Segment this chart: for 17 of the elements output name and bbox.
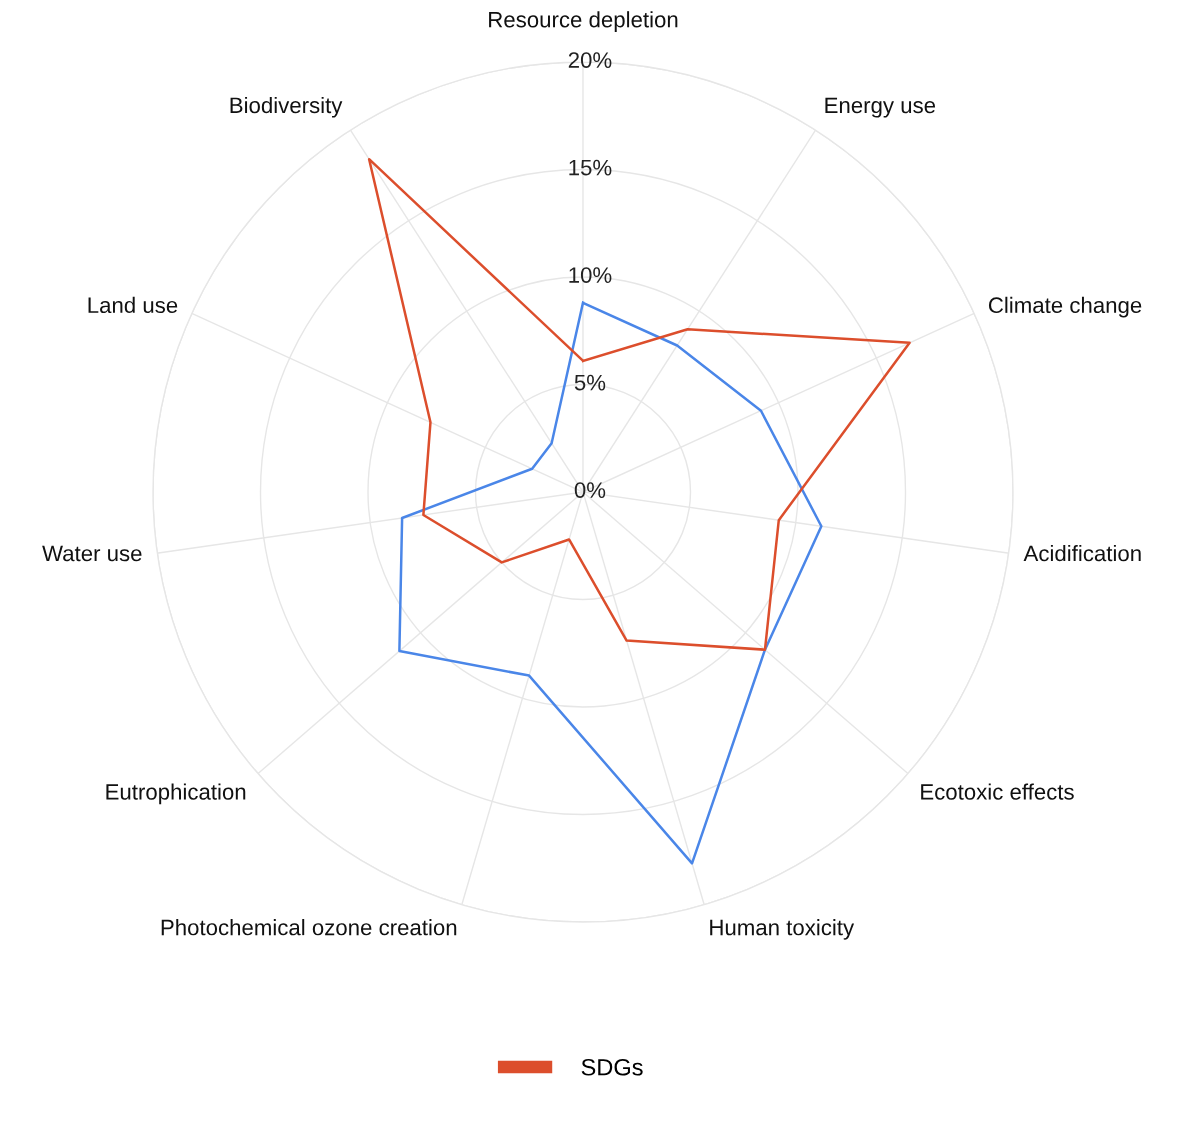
spoke-label: Resource depletion xyxy=(489,11,678,32)
spoke-label: Climate change xyxy=(988,296,1142,318)
spoke-label: Human toxicity xyxy=(710,919,855,940)
spoke-label: Photochemical ozone creation xyxy=(161,919,457,936)
spoke-label: Energy use xyxy=(825,97,936,118)
spoke-label: Acidification xyxy=(1023,544,1141,562)
y-tick-label: 5% xyxy=(574,374,606,391)
y-tick-label: 0% xyxy=(574,482,606,498)
spoke-label: Land use xyxy=(88,296,178,314)
spoke-label: Ecotoxic effects xyxy=(921,783,1074,800)
y-tick-label: 20% xyxy=(568,52,612,68)
legend-label: SDGs xyxy=(581,1058,643,1076)
y-tick-label: 10% xyxy=(569,267,612,283)
spoke-label: Eutrophication xyxy=(106,783,246,805)
spoke-label: Water use xyxy=(42,545,142,562)
y-tick-label: 15% xyxy=(569,159,612,176)
spoke-label: Biodiversity xyxy=(230,96,343,118)
